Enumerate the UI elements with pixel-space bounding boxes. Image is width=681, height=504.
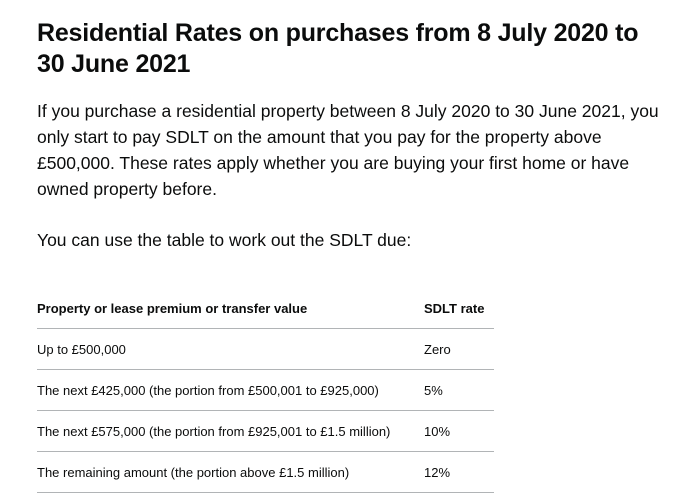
table-row: The remaining amount (the portion above … xyxy=(37,451,494,493)
row-rate: 10% xyxy=(424,410,494,452)
table-row: The next £425,000 (the portion from £500… xyxy=(37,369,494,411)
header-value: Property or lease premium or transfer va… xyxy=(37,289,424,329)
row-value: The next £425,000 (the portion from £500… xyxy=(37,369,424,411)
row-rate: 12% xyxy=(424,451,494,493)
main-content: Residential Rates on purchases from 8 Ju… xyxy=(37,18,667,493)
row-rate: Zero xyxy=(424,328,494,370)
row-value: The remaining amount (the portion above … xyxy=(37,451,424,493)
page-heading: Residential Rates on purchases from 8 Ju… xyxy=(37,19,639,78)
row-value: Up to £500,000 xyxy=(37,328,424,370)
header-rate: SDLT rate xyxy=(424,289,494,329)
table-row: The next £575,000 (the portion from £925… xyxy=(37,410,494,452)
row-rate: 5% xyxy=(424,369,494,411)
sdlt-rates-table: Property or lease premium or transfer va… xyxy=(37,289,494,493)
intro-paragraph: If you purchase a residential property b… xyxy=(37,101,659,199)
row-value: The next £575,000 (the portion from £925… xyxy=(37,410,424,452)
table-row: Up to £500,000 Zero xyxy=(37,328,494,370)
table-header-row: Property or lease premium or transfer va… xyxy=(37,289,494,329)
table-intro-paragraph: You can use the table to work out the SD… xyxy=(37,230,412,250)
